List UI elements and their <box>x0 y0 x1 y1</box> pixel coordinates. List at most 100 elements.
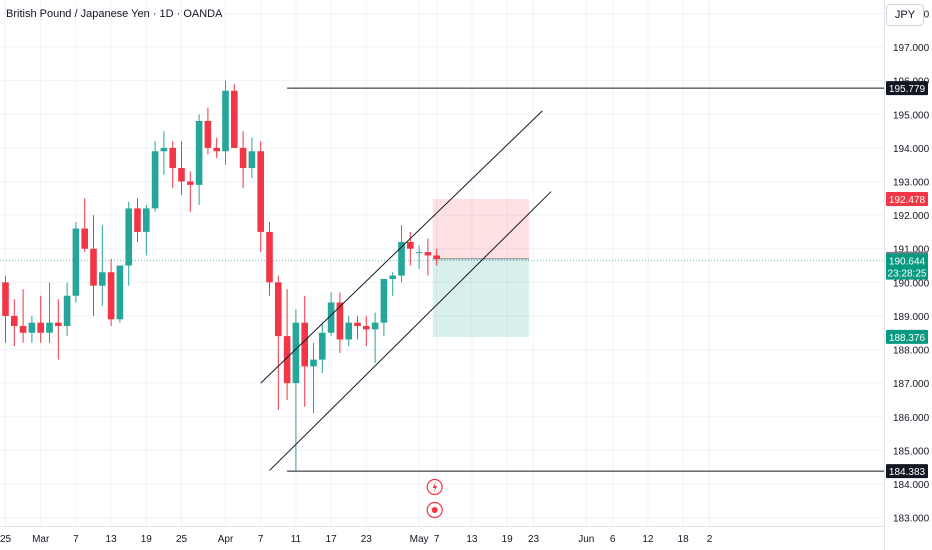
candle-body <box>81 228 88 249</box>
x-tick-label: 2 <box>707 534 713 545</box>
candle-body <box>55 322 62 327</box>
candle-body <box>169 147 176 169</box>
y-tick-label: 197.000 <box>893 43 930 54</box>
candle-body <box>301 322 308 367</box>
x-tick-label: Apr <box>218 534 234 545</box>
x-tick-label: 17 <box>326 534 338 545</box>
candle-body <box>424 252 432 256</box>
candle-body <box>134 208 141 232</box>
candle-body <box>363 326 370 330</box>
y-tick-label: 195.000 <box>893 110 930 121</box>
candle-body <box>213 147 220 152</box>
price-axis-label-text: 190.644 <box>889 257 926 268</box>
candle-body <box>19 326 27 333</box>
price-axis-label-text: 184.383 <box>889 467 926 478</box>
chart-title: British Pound / Japanese Yen · 1D · OAND… <box>6 8 223 20</box>
candle-body <box>90 248 97 286</box>
candle-body <box>266 231 273 283</box>
position-stop-zone <box>432 258 530 337</box>
candle-body <box>116 265 124 320</box>
candle-body <box>275 282 282 337</box>
candle-body <box>178 168 185 182</box>
candle-body <box>99 272 106 286</box>
x-tick-label: 7 <box>434 534 440 545</box>
candle-body <box>248 151 256 169</box>
price-axis-label <box>886 81 928 96</box>
price-axis-label <box>886 329 928 344</box>
y-tick-label: 193.000 <box>893 177 930 188</box>
candle-body <box>354 322 361 327</box>
x-tick-label: 13 <box>106 534 118 545</box>
x-tick-label: 23 <box>528 534 540 545</box>
candle-body <box>239 147 247 169</box>
candle-body <box>292 322 300 384</box>
candle-body <box>283 336 291 384</box>
candle-body <box>63 295 71 327</box>
candle-body <box>407 241 414 249</box>
candle-body <box>28 322 36 333</box>
candle-body <box>187 181 194 185</box>
x-tick-label: 11 <box>291 534 302 545</box>
candle-body <box>204 120 212 148</box>
candle-body <box>151 151 159 209</box>
price-axis-label-text: 188.376 <box>889 333 926 344</box>
y-tick-label: 189.000 <box>893 312 930 323</box>
candle-body <box>195 120 203 185</box>
candle-body <box>398 241 405 276</box>
candle-body <box>143 208 150 232</box>
x-tick-label: 25 <box>0 534 11 545</box>
price-axis-label-text: 195.779 <box>889 84 926 95</box>
position-profit-zone <box>432 199 530 259</box>
candle-body <box>125 208 132 266</box>
lightning-icon-glyph <box>432 481 438 493</box>
candle-body <box>327 302 335 333</box>
candle-body <box>2 282 9 316</box>
candle-body <box>433 255 440 259</box>
candle-body <box>231 90 238 148</box>
x-tick-label: 19 <box>502 534 514 545</box>
candle-body <box>389 275 396 279</box>
candle-body <box>107 272 115 320</box>
y-tick-label: 185.000 <box>893 446 930 457</box>
x-tick-label: 19 <box>141 534 153 545</box>
countdown-label: 23:28:25 <box>888 269 927 280</box>
x-tick-label: 13 <box>466 534 478 545</box>
price-axis-label <box>886 192 928 207</box>
currency-button[interactable]: JPY <box>886 4 924 26</box>
x-tick-label: Mar <box>32 534 50 545</box>
y-tick-label: 187.000 <box>893 379 930 390</box>
y-tick-label: 190.000 <box>893 278 930 289</box>
x-tick-label: 12 <box>642 534 654 545</box>
candle-body <box>11 315 18 327</box>
dot-icon-center <box>431 507 438 513</box>
x-tick-label: 23 <box>361 534 373 545</box>
candle-body <box>310 359 317 367</box>
x-tick-label: 25 <box>176 534 188 545</box>
price-axis-label <box>886 253 928 280</box>
candle-body <box>415 252 423 254</box>
price-axis-label <box>886 464 928 479</box>
candle-body <box>160 147 168 152</box>
x-tick-label: 7 <box>73 534 79 545</box>
candle-body <box>345 322 352 340</box>
y-tick-label: 183.000 <box>893 514 930 525</box>
x-tick-label: Jun <box>578 534 594 545</box>
candle-body <box>371 322 379 330</box>
candle-body <box>222 90 229 152</box>
y-tick-label: 186.000 <box>893 413 930 424</box>
y-tick-label: 184.000 <box>893 480 930 491</box>
candle-body <box>380 278 388 323</box>
y-tick-label: 194.000 <box>893 144 930 155</box>
candle-body <box>319 332 326 360</box>
x-tick-label: 6 <box>610 534 616 545</box>
y-tick-label: 192.000 <box>893 211 930 222</box>
price-axis-label-text: 192.478 <box>889 195 926 206</box>
y-tick-label: 191.000 <box>893 245 930 256</box>
candle-body <box>336 302 344 340</box>
candle-body <box>257 151 264 232</box>
channel-line <box>260 110 543 384</box>
candle-body <box>72 228 80 296</box>
x-tick-label: 7 <box>258 534 264 545</box>
x-tick-label: 18 <box>678 534 690 545</box>
